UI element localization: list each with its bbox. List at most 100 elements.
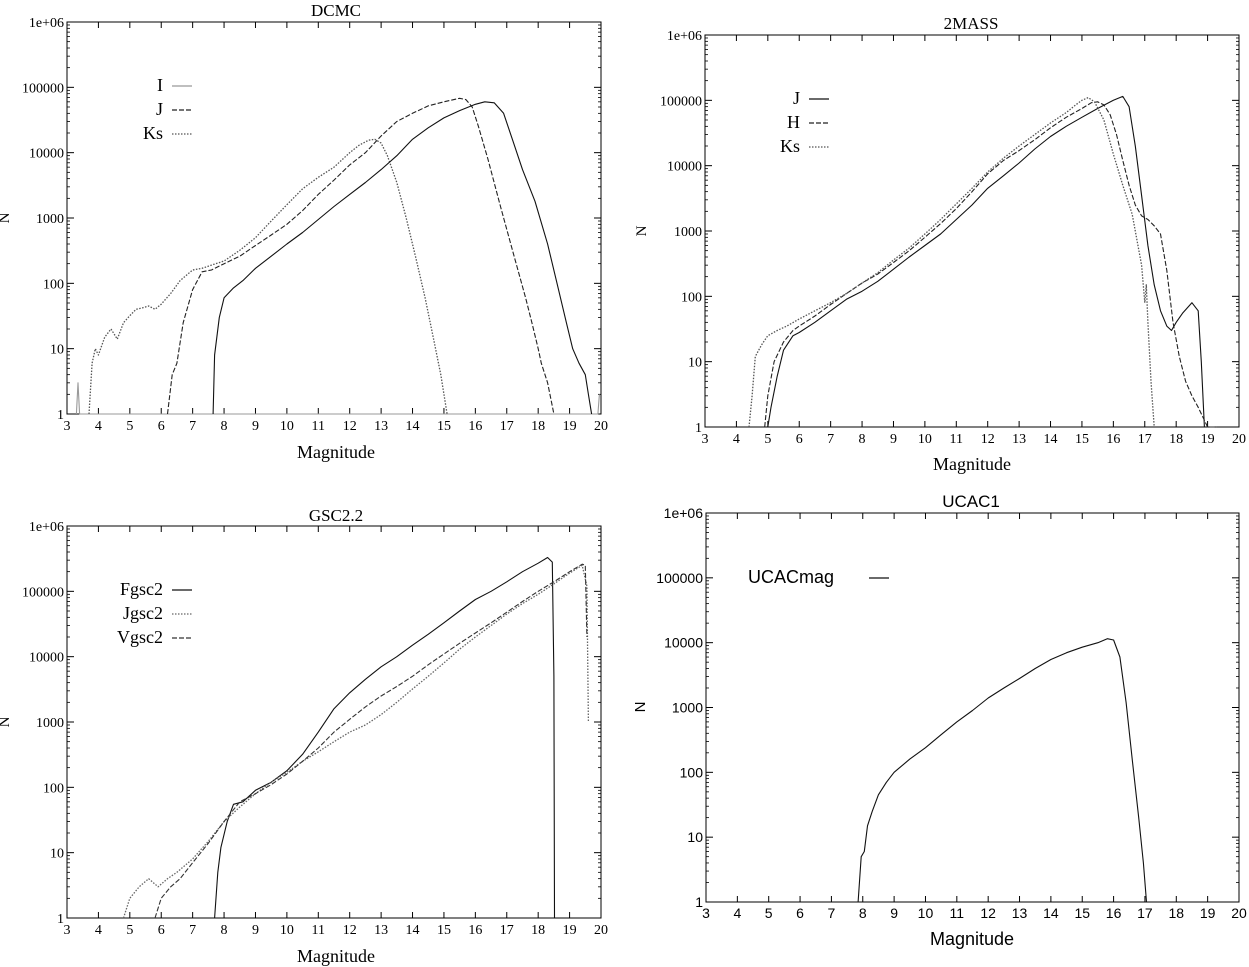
- x-tick-label: 16: [468, 419, 482, 434]
- y-tick-label: 100: [681, 290, 702, 305]
- y-tick-label: 1000: [672, 700, 703, 716]
- x-tick-label: 14: [406, 419, 420, 434]
- x-tick-label: 7: [827, 432, 834, 447]
- x-tick-label: 7: [828, 905, 836, 921]
- plot-frame: [704, 34, 1240, 428]
- x-tick-label: 3: [702, 432, 709, 447]
- legend-label: UCACmag: [748, 567, 834, 587]
- x-tick-label: 19: [563, 923, 577, 938]
- y-tick-label: 1000: [674, 225, 702, 240]
- x-tick-label: 5: [126, 923, 133, 938]
- x-tick-label: 14: [406, 923, 420, 938]
- chart-panel-1: DCMC Magnitude N 3 4 5 6 7 8 9 10 11 12 13 14 15 16 17 18 1…: [0, 1, 608, 462]
- x-tick-label: 6: [158, 419, 165, 434]
- chart-title: UCAC1: [942, 492, 1000, 511]
- x-tick-label: 20: [1231, 905, 1247, 921]
- x-axis-label: Magnitude: [297, 946, 375, 966]
- x-tick-label: 3: [702, 905, 710, 921]
- x-tick-label: 9: [890, 432, 897, 447]
- x-tick-label: 4: [95, 419, 102, 434]
- x-tick-label: 7: [189, 419, 196, 434]
- chart-title: GSC2.2: [309, 506, 363, 525]
- series-line-vgsc2: [154, 563, 588, 919]
- y-tick-label: 10: [688, 356, 702, 371]
- y-tick-label: 100000: [22, 81, 64, 96]
- x-tick-label: 13: [374, 923, 388, 938]
- y-tick-label: 10: [50, 343, 64, 358]
- y-axis-label: N: [0, 212, 13, 223]
- legend-label: Ks: [780, 136, 800, 156]
- series-line-j: [166, 97, 555, 415]
- y-tick-label: 100: [43, 277, 64, 292]
- x-tick-label: 6: [796, 432, 803, 447]
- x-tick-label: 8: [221, 923, 228, 938]
- x-tick-label: 5: [764, 432, 771, 447]
- x-tick-label: 4: [733, 432, 740, 447]
- series-line-unlabeled: [212, 101, 593, 415]
- y-tick-label: 1e+06: [664, 505, 704, 521]
- x-tick-label: 13: [374, 419, 388, 434]
- y-tick-label: 10000: [667, 160, 702, 175]
- y-tick-label: 1000: [36, 212, 64, 227]
- chart-title: 2MASS: [944, 14, 999, 33]
- y-tick-label: 10: [50, 847, 64, 862]
- plot-frame: [66, 21, 602, 415]
- y-tick-label: 100000: [660, 94, 702, 109]
- chart-title: DCMC: [311, 1, 361, 20]
- y-tick-label: 1000: [36, 716, 64, 731]
- x-tick-label: 11: [312, 419, 325, 434]
- x-tick-label: 15: [437, 419, 451, 434]
- x-tick-label: 7: [189, 923, 196, 938]
- legend-label: J: [156, 99, 163, 119]
- x-tick-label: 14: [1044, 432, 1058, 447]
- series-line-ucacmag: [857, 638, 1148, 903]
- x-axis-label: Magnitude: [933, 454, 1011, 474]
- y-tick-label: 1: [695, 894, 703, 910]
- y-axis-label: N: [634, 225, 650, 236]
- x-tick-label: 9: [252, 923, 259, 938]
- legend-label: J: [793, 88, 800, 108]
- x-tick-label: 8: [859, 432, 866, 447]
- y-tick-label: 10: [687, 829, 703, 845]
- x-tick-label: 15: [1074, 905, 1090, 921]
- y-axis-label: N: [0, 716, 13, 727]
- x-tick-label: 3: [64, 419, 71, 434]
- y-tick-label: 1: [57, 912, 64, 927]
- legend-label: Vgsc2: [117, 627, 163, 647]
- series-line-i: [75, 382, 600, 415]
- y-tick-label: 1e+06: [29, 16, 64, 31]
- y-tick-label: 10000: [29, 651, 64, 666]
- x-tick-label: 11: [312, 923, 325, 938]
- x-tick-label: 20: [1232, 432, 1246, 447]
- x-axis-label: Magnitude: [297, 442, 375, 462]
- x-tick-label: 17: [1137, 905, 1153, 921]
- x-tick-label: 14: [1043, 905, 1059, 921]
- x-tick-label: 16: [1106, 432, 1120, 447]
- x-tick-label: 16: [468, 923, 482, 938]
- x-axis-label: Magnitude: [930, 929, 1014, 949]
- x-tick-label: 13: [1012, 432, 1026, 447]
- x-tick-label: 19: [1201, 432, 1215, 447]
- x-tick-label: 13: [1012, 905, 1028, 921]
- x-tick-label: 12: [343, 923, 357, 938]
- y-tick-label: 1e+06: [29, 520, 64, 535]
- series-line-ks: [88, 138, 448, 415]
- x-tick-label: 10: [280, 923, 294, 938]
- x-tick-label: 8: [221, 419, 228, 434]
- x-tick-label: 11: [950, 432, 963, 447]
- legend-label: I: [157, 75, 163, 95]
- y-axis-label: N: [632, 702, 649, 713]
- x-tick-label: 3: [64, 923, 71, 938]
- x-tick-label: 4: [733, 905, 741, 921]
- x-tick-label: 11: [950, 905, 965, 921]
- x-tick-label: 10: [918, 905, 934, 921]
- legend-label: H: [787, 112, 800, 132]
- y-tick-label: 100: [680, 764, 704, 780]
- series-line-jgsc2: [122, 564, 590, 919]
- x-tick-label: 5: [765, 905, 773, 921]
- x-tick-label: 4: [95, 923, 102, 938]
- x-tick-label: 18: [531, 419, 545, 434]
- series-line-h: [764, 101, 1217, 428]
- x-tick-label: 6: [796, 905, 804, 921]
